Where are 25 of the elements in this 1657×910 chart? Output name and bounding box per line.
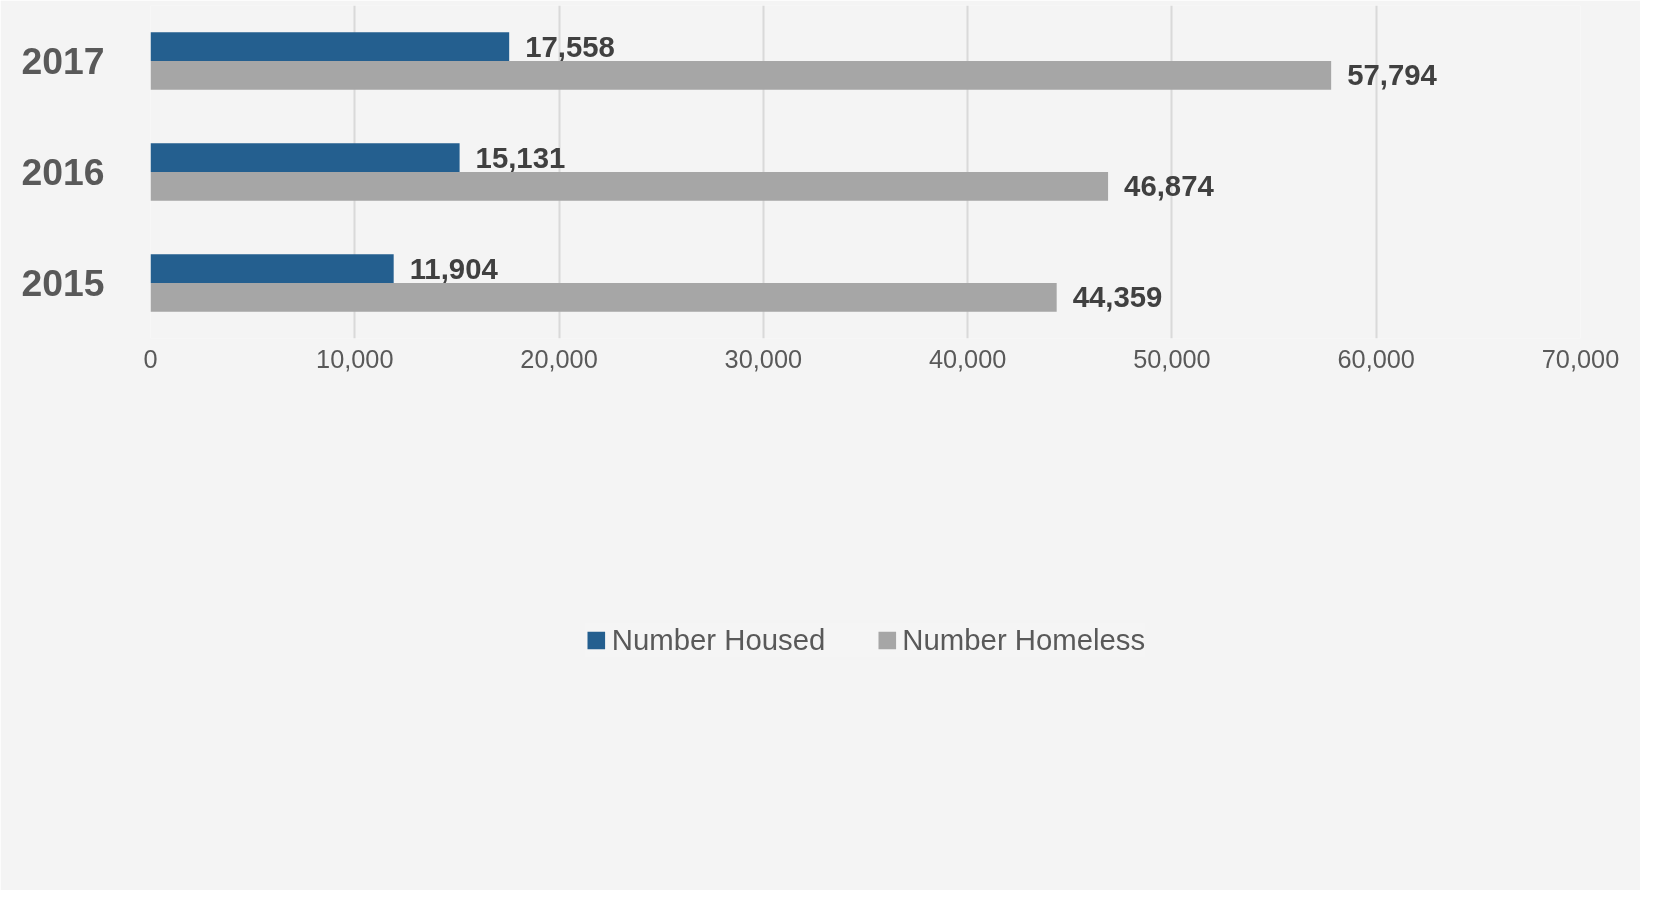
bar — [150, 61, 1332, 90]
bar — [150, 143, 460, 172]
y-tick-label: 2017 — [21, 40, 105, 82]
y-tick-label: 2015 — [21, 262, 105, 304]
y-tick-label: 2016 — [21, 151, 105, 193]
legend-label: Number Homeless — [902, 623, 1146, 657]
x-tick-label: 30,000 — [724, 344, 803, 373]
data-label: 17,558 — [525, 29, 615, 63]
x-tick-label: 20,000 — [520, 344, 598, 373]
bar — [150, 254, 394, 283]
x-tick-label: 0 — [143, 344, 158, 373]
data-label: 11,904 — [409, 251, 499, 285]
data-label: 57,794 — [1347, 58, 1438, 92]
data-label: 46,874 — [1124, 169, 1215, 203]
x-tick-label: 50,000 — [1133, 344, 1211, 373]
data-label: 44,359 — [1072, 280, 1163, 314]
legend-label: Number Housed — [611, 623, 826, 657]
x-tick-label: 60,000 — [1337, 344, 1415, 373]
bar — [150, 172, 1109, 201]
bar — [150, 283, 1057, 312]
x-tick-label: 10,000 — [316, 344, 394, 373]
x-tick-label: 70,000 — [1541, 344, 1620, 373]
x-tick-label: 40,000 — [928, 344, 1007, 373]
bar — [150, 32, 510, 61]
data-label: 15,131 — [475, 140, 566, 174]
